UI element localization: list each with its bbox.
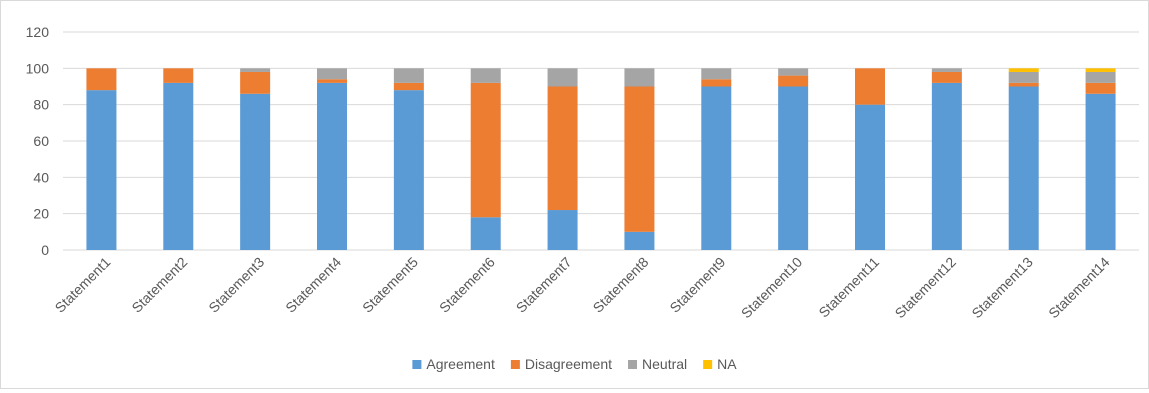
bar-segment-neutral [778, 68, 809, 76]
y-tick-label: 20 [33, 206, 49, 222]
y-tick-label: 40 [33, 169, 49, 185]
legend-label: Agreement [426, 356, 495, 372]
bar-segment-agreement [1085, 93, 1116, 251]
x-tick-label: Statement4 [282, 254, 344, 316]
x-tick-label: Statement11 [815, 254, 882, 321]
x-tick-label: Statement6 [436, 254, 498, 316]
legend-label: Disagreement [525, 356, 612, 372]
y-axis-ticks: 0 20 40 60 80 100 120 [26, 24, 50, 258]
bar-segment-disagreement [317, 79, 347, 83]
bar-segment-disagreement [624, 86, 655, 232]
x-tick-label: Statement12 [892, 254, 960, 322]
bar-segment-neutral [547, 68, 578, 87]
x-tick-label: Statement9 [666, 254, 728, 316]
bar-segment-disagreement [86, 68, 117, 91]
bar-segment-neutral [470, 68, 501, 83]
bar-segment-disagreement [931, 71, 962, 83]
legend-label: Neutral [642, 356, 687, 372]
x-tick-label: Statement8 [590, 254, 652, 316]
legend-swatch [510, 360, 520, 369]
bar-segment-agreement [1008, 86, 1039, 250]
legend-swatch [628, 360, 638, 369]
legend-swatch [703, 360, 713, 369]
bar-segment-agreement [470, 217, 501, 250]
x-tick-label: Statement7 [513, 254, 575, 316]
y-tick-label: 60 [33, 133, 49, 149]
x-tick-label: Statement5 [359, 254, 421, 316]
bar-segment-disagreement [470, 82, 501, 218]
legend: Agreement Disagreement Neutral NA [412, 356, 737, 372]
bar-segment-agreement [855, 104, 885, 251]
bar-segment-disagreement [1008, 82, 1039, 87]
x-tick-label: Statement10 [738, 254, 806, 322]
bar-segment-agreement [86, 90, 117, 250]
bar-segment-agreement [547, 210, 578, 250]
bar-segment-na [1085, 68, 1116, 72]
legend-item-neutral: Neutral [628, 356, 687, 372]
bar-segment-agreement [701, 86, 732, 250]
bar-segment-neutral [1008, 71, 1039, 83]
bar-segment-disagreement [393, 82, 424, 91]
bar-segment-disagreement [240, 71, 271, 94]
legend-item-na: NA [703, 356, 737, 372]
x-tick-label: Statement1 [52, 254, 114, 316]
bar-segment-disagreement [701, 79, 732, 87]
bar-segment-agreement [624, 231, 655, 250]
bar-segment-disagreement [163, 68, 194, 83]
bar-segment-agreement [931, 82, 962, 250]
legend-swatch [412, 360, 422, 369]
bar-segment-neutral [624, 68, 655, 87]
x-axis-ticks: Statement1 Statement2 Statement3 Statement4… [52, 254, 1113, 322]
bar-segment-agreement [393, 90, 424, 250]
y-tick-label: 120 [26, 24, 50, 40]
x-tick-label: Statement3 [205, 254, 267, 316]
y-tick-label: 80 [33, 97, 49, 113]
y-tick-label: 0 [41, 242, 49, 258]
bar-segment-agreement [778, 86, 809, 250]
bar-segment-neutral [701, 68, 732, 80]
bar-segment-neutral [317, 68, 347, 80]
bar-segment-disagreement [1085, 82, 1116, 94]
bar-segment-na [1008, 68, 1039, 72]
bar-segment-neutral [240, 68, 271, 72]
x-tick-label: Statement2 [128, 254, 190, 316]
legend-label: NA [717, 356, 737, 372]
gridlines [63, 31, 1139, 251]
bar-segment-agreement [163, 82, 194, 250]
legend-item-disagreement: Disagreement [510, 356, 612, 372]
bar-segment-disagreement [547, 86, 578, 211]
bars [86, 68, 1116, 251]
x-tick-label: Statement14 [1045, 254, 1113, 322]
y-tick-label: 100 [26, 60, 50, 76]
bar-segment-disagreement [855, 68, 885, 105]
bar-segment-agreement [240, 93, 271, 251]
bar-segment-neutral [931, 68, 962, 72]
bar-segment-neutral [1085, 71, 1116, 83]
legend-item-agreement: Agreement [412, 356, 495, 372]
bar-segment-disagreement [778, 75, 809, 87]
bar-segment-neutral [393, 68, 424, 83]
bar-segment-agreement [317, 82, 347, 250]
x-tick-label: Statement13 [968, 254, 1036, 322]
